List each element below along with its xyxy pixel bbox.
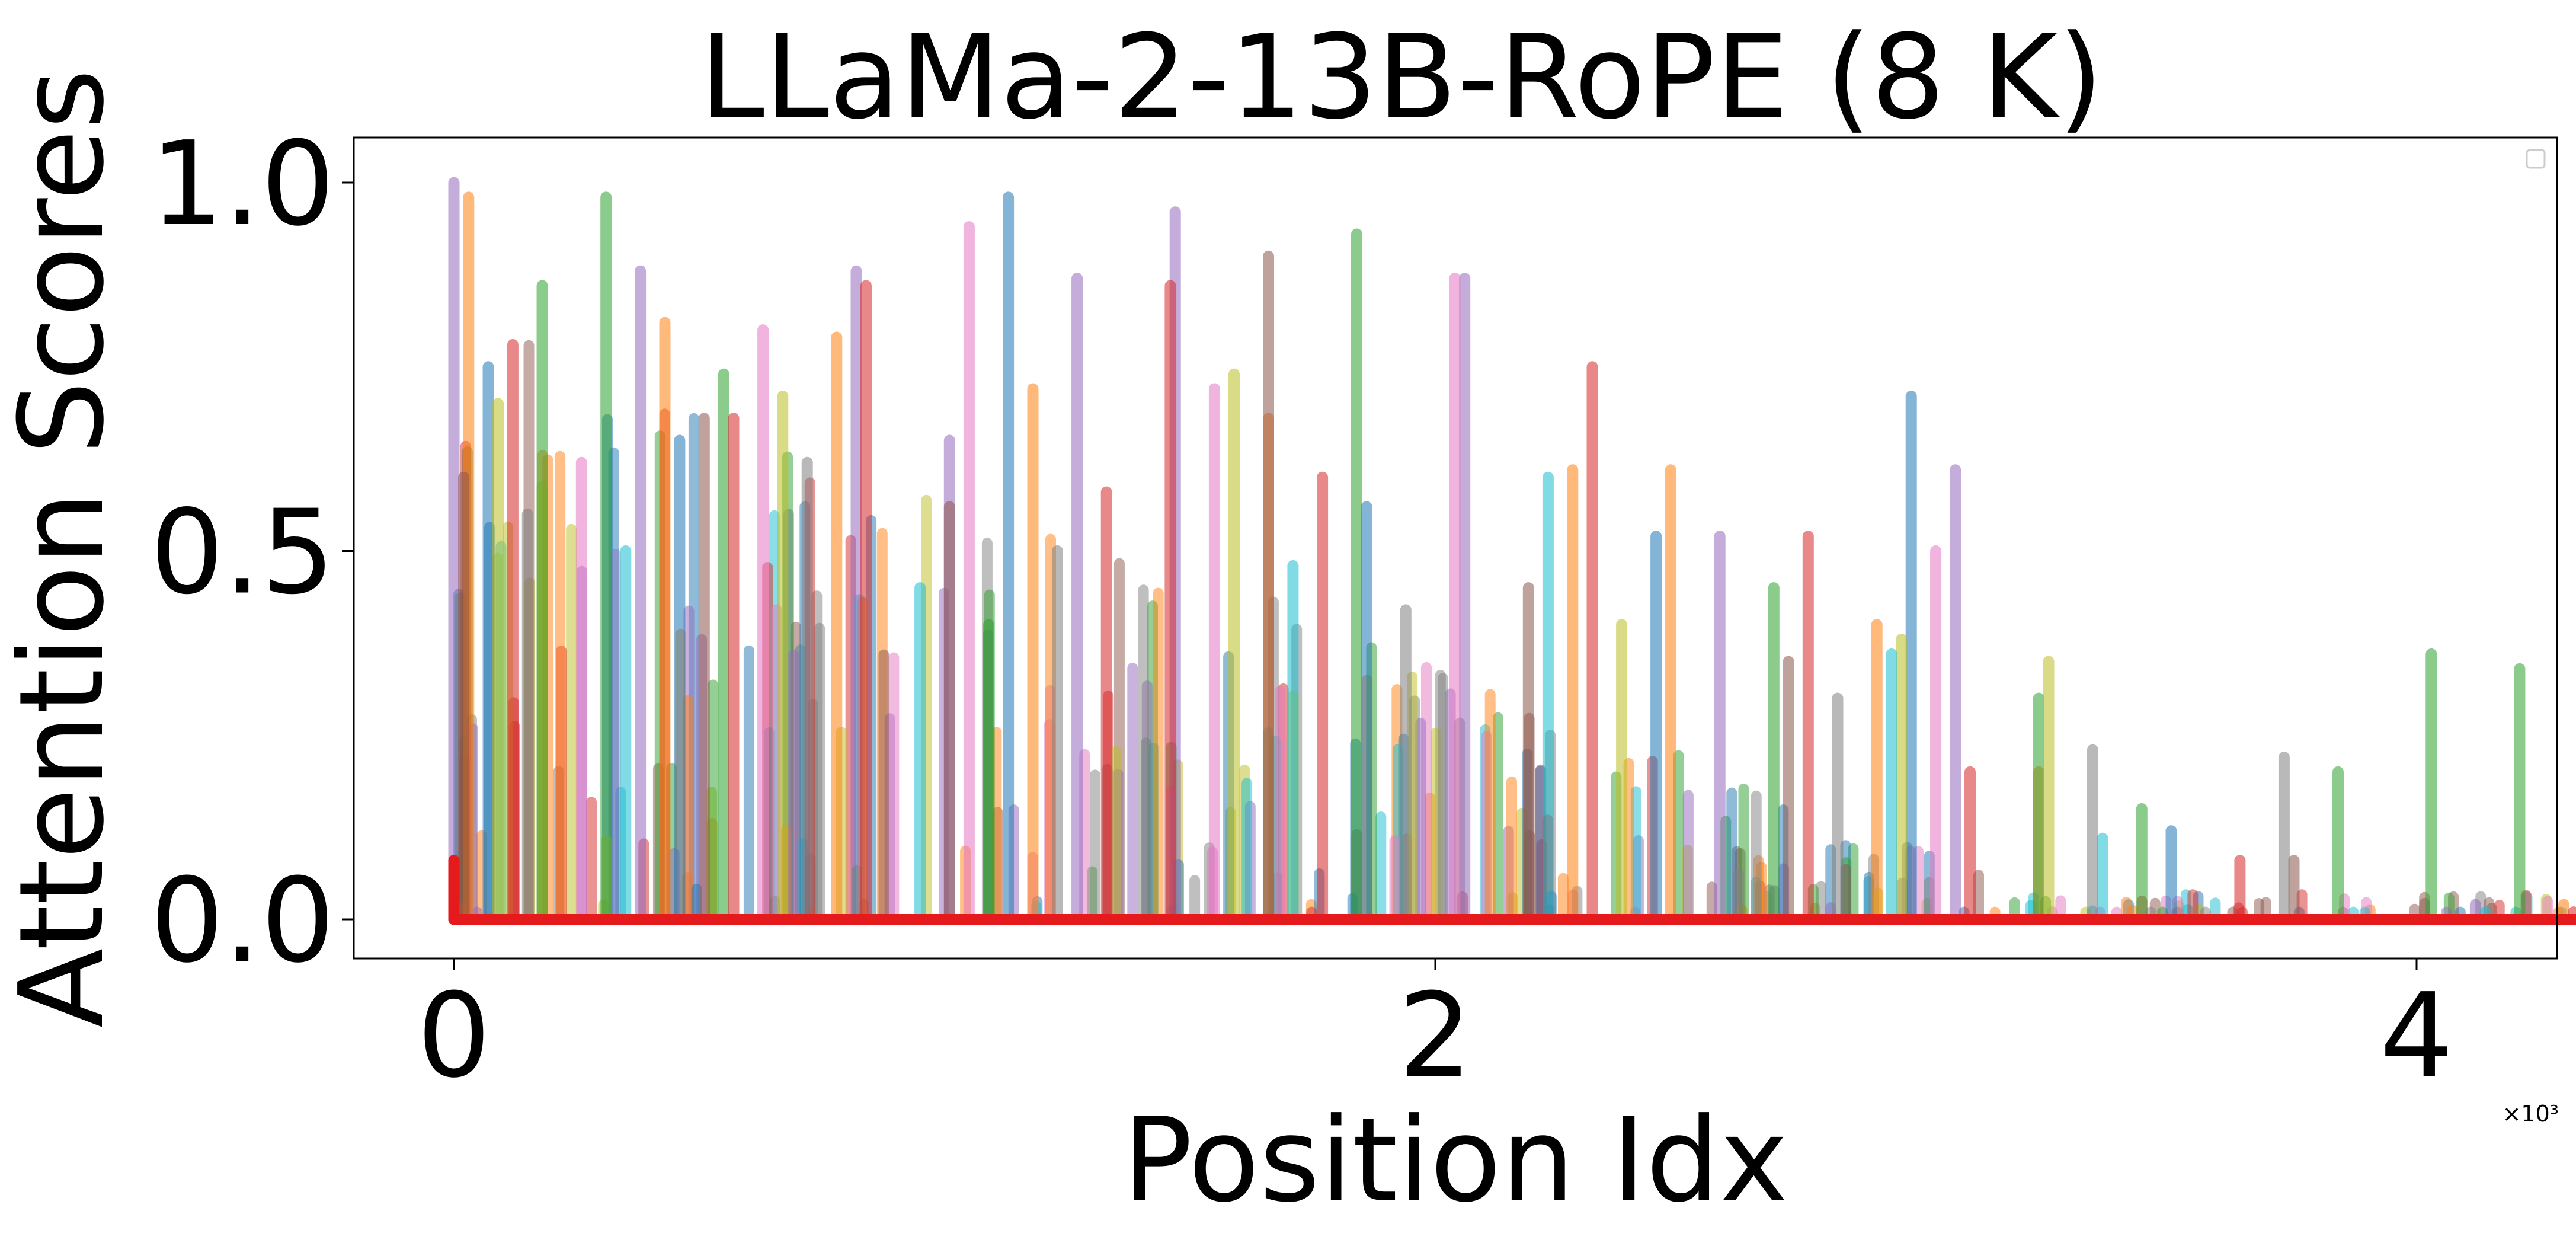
- series-1: [448, 177, 2481, 925]
- series-5: [507, 280, 2576, 925]
- x-axis: 02468: [417, 958, 2454, 1104]
- y-tick-label: 0.0: [150, 854, 335, 989]
- series-4: [536, 191, 2526, 925]
- x-axis-label: Position Idx: [1122, 1093, 1788, 1228]
- series-7: [575, 221, 1942, 925]
- x-tick-label: 0: [417, 969, 491, 1104]
- chart-title: LLaMa-2-13B-RoPE (8 K): [700, 10, 2104, 145]
- series-2: [482, 191, 2177, 925]
- y-tick-label: 0.5: [150, 485, 335, 621]
- series-8: [521, 456, 2290, 925]
- background-spikes: [449, 340, 2567, 925]
- x-tick-label: 2: [1399, 969, 1473, 1104]
- x-multiplier-label: ×10³: [2503, 1101, 2559, 1127]
- series-layer: [448, 177, 2576, 925]
- y-axis: 0.0 0.5 1.0: [150, 117, 354, 989]
- baseline-layer: [448, 855, 2576, 925]
- y-axis-label: Attention Scores: [0, 69, 130, 1028]
- series-6: [458, 250, 2300, 925]
- series-9: [492, 368, 2055, 925]
- plot-frame: [353, 136, 2558, 960]
- x-tick-label: 4: [2380, 969, 2454, 1104]
- y-tick-label: 1.0: [150, 117, 335, 252]
- legend-box: [2526, 149, 2546, 169]
- series-10: [620, 471, 2491, 925]
